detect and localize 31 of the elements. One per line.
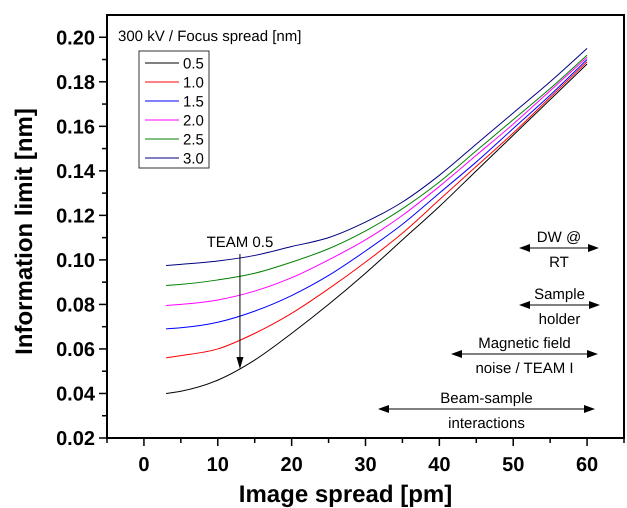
x-tick-label: 60 <box>576 454 598 476</box>
legend-label: 1.0 <box>183 74 204 92</box>
y-tick-label: 0.08 <box>56 294 95 316</box>
y-tick-label: 0.16 <box>56 116 95 138</box>
legend-label: 3.0 <box>183 150 204 168</box>
y-tick-label: 0.02 <box>56 428 95 450</box>
y-tick-label: 0.10 <box>56 250 95 272</box>
x-tick-label: 30 <box>354 454 377 476</box>
legend-title: 300 kV / Focus spread [nm] <box>118 28 302 45</box>
annotation: Sample holder <box>534 286 585 328</box>
annotation: TEAM 0.5 <box>206 234 274 251</box>
x-tick-label: 50 <box>502 454 524 476</box>
legend-label: 1.5 <box>183 93 204 110</box>
y-tick-label: 0.20 <box>56 27 95 50</box>
legend-label: 2.5 <box>183 131 204 148</box>
y-tick-label: 0.06 <box>56 338 95 361</box>
x-tick-label: 0 <box>138 454 150 476</box>
y-tick-label: 0.18 <box>56 72 95 94</box>
y-tick-label: 0.12 <box>56 205 95 228</box>
y-axis-title: Information limit [nm] <box>11 108 38 355</box>
x-tick-label: 40 <box>428 454 450 476</box>
annotation: Magnetic field noise / TEAM I <box>475 335 574 377</box>
legend-label: 2.0 <box>183 112 204 130</box>
legend-label: 0.5 <box>183 55 204 72</box>
x-axis-title: Image spread [pm] <box>238 481 452 508</box>
y-tick-label: 0.14 <box>56 160 96 183</box>
annotation: Beam-sample interactions <box>440 390 533 432</box>
x-tick-label: 20 <box>280 454 303 476</box>
x-tick-label: 10 <box>206 454 229 476</box>
y-tick-label: 0.04 <box>56 383 96 406</box>
annotation: DW @ RT <box>536 229 582 271</box>
